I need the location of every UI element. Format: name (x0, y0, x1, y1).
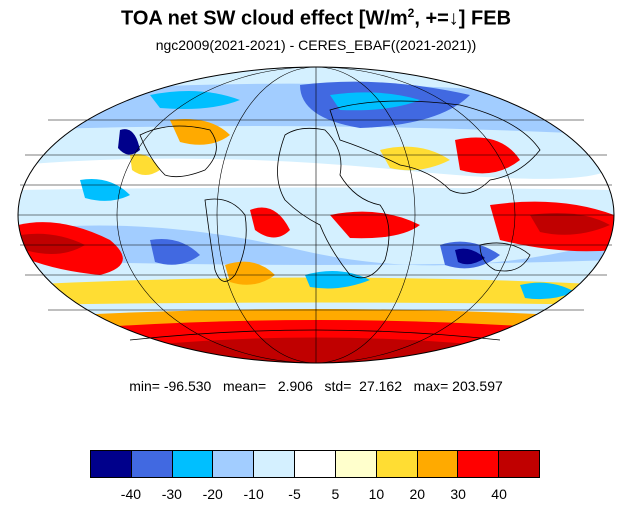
colorbar-tick-label: 5 (331, 486, 340, 502)
stats-line: min= -96.530 mean= 2.906 std= 27.162 max… (129, 378, 503, 394)
colorbar-tick-label: 40 (491, 486, 507, 502)
colorbar-swatch (295, 451, 336, 477)
map-outline (17, 66, 615, 364)
colorbar-tick-label: -30 (161, 486, 182, 502)
colorbar-tick-label: 30 (450, 486, 466, 502)
colorbar-tick-label: -20 (202, 486, 223, 502)
colorbar-tick-label: 10 (368, 486, 385, 502)
colorbar-swatch (213, 451, 255, 477)
colorbar-tick-label: -10 (243, 486, 264, 502)
colorbar-tick-label: -5 (288, 486, 301, 502)
colorbar-swatch (172, 451, 214, 477)
plot-title: TOA net SW cloud effect [W/m2, +=↓] FEB (120, 6, 512, 30)
colorbar-swatch (131, 451, 173, 477)
colorbar-tick-label: -40 (120, 486, 142, 502)
plot-subtitle: ngc2009(2021-2021) - CERES_EBAF((2021-20… (155, 37, 477, 53)
colorbar-swatch (91, 451, 132, 477)
colorbar-swatch (499, 451, 539, 477)
colorbar-swatch (417, 451, 459, 477)
colorbar-tick-label: 20 (409, 486, 426, 502)
colorbar (90, 450, 540, 478)
colorbar-swatch (254, 451, 296, 477)
colorbar-swatch (335, 451, 377, 477)
colorbar-swatch (458, 451, 500, 477)
coastlines (129, 100, 541, 341)
colorbar-ticks: -40 -30 -20 -10 -5 5 10 20 30 40 (90, 486, 540, 504)
colorbar-swatch (376, 451, 418, 477)
